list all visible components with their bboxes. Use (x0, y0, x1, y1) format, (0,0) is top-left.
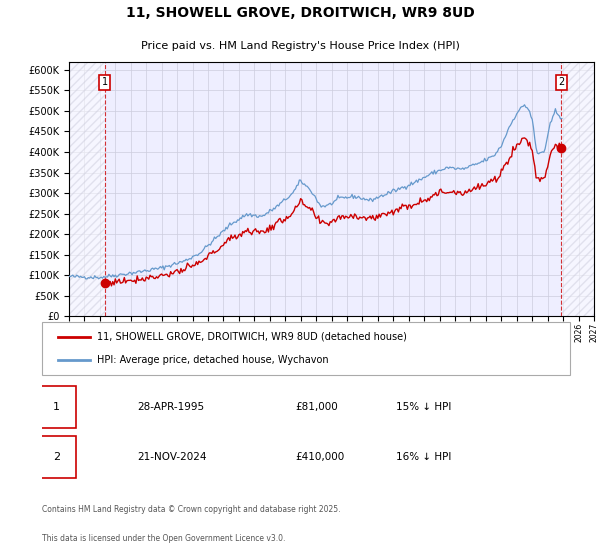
Bar (562, 62, 594, 316)
FancyBboxPatch shape (37, 386, 76, 428)
Text: 21-NOV-2024: 21-NOV-2024 (137, 452, 206, 462)
Text: 1: 1 (102, 77, 108, 87)
Text: This data is licensed under the Open Government Licence v3.0.: This data is licensed under the Open Gov… (42, 534, 286, 543)
Text: 11, SHOWELL GROVE, DROITWICH, WR9 8UD (detached house): 11, SHOWELL GROVE, DROITWICH, WR9 8UD (d… (97, 332, 407, 342)
Text: 2: 2 (558, 77, 565, 87)
Text: 2: 2 (53, 452, 60, 462)
Text: £81,000: £81,000 (295, 402, 338, 412)
Bar (69, 62, 105, 316)
FancyBboxPatch shape (37, 436, 76, 478)
FancyBboxPatch shape (42, 322, 570, 375)
Text: 16% ↓ HPI: 16% ↓ HPI (396, 452, 451, 462)
Text: Contains HM Land Registry data © Crown copyright and database right 2025.: Contains HM Land Registry data © Crown c… (42, 505, 341, 514)
Text: £410,000: £410,000 (295, 452, 344, 462)
Text: Price paid vs. HM Land Registry's House Price Index (HPI): Price paid vs. HM Land Registry's House … (140, 41, 460, 51)
Text: 15% ↓ HPI: 15% ↓ HPI (396, 402, 451, 412)
Text: 11, SHOWELL GROVE, DROITWICH, WR9 8UD: 11, SHOWELL GROVE, DROITWICH, WR9 8UD (125, 6, 475, 20)
Text: HPI: Average price, detached house, Wychavon: HPI: Average price, detached house, Wych… (97, 355, 329, 365)
Text: 28-APR-1995: 28-APR-1995 (137, 402, 204, 412)
Text: 1: 1 (53, 402, 60, 412)
